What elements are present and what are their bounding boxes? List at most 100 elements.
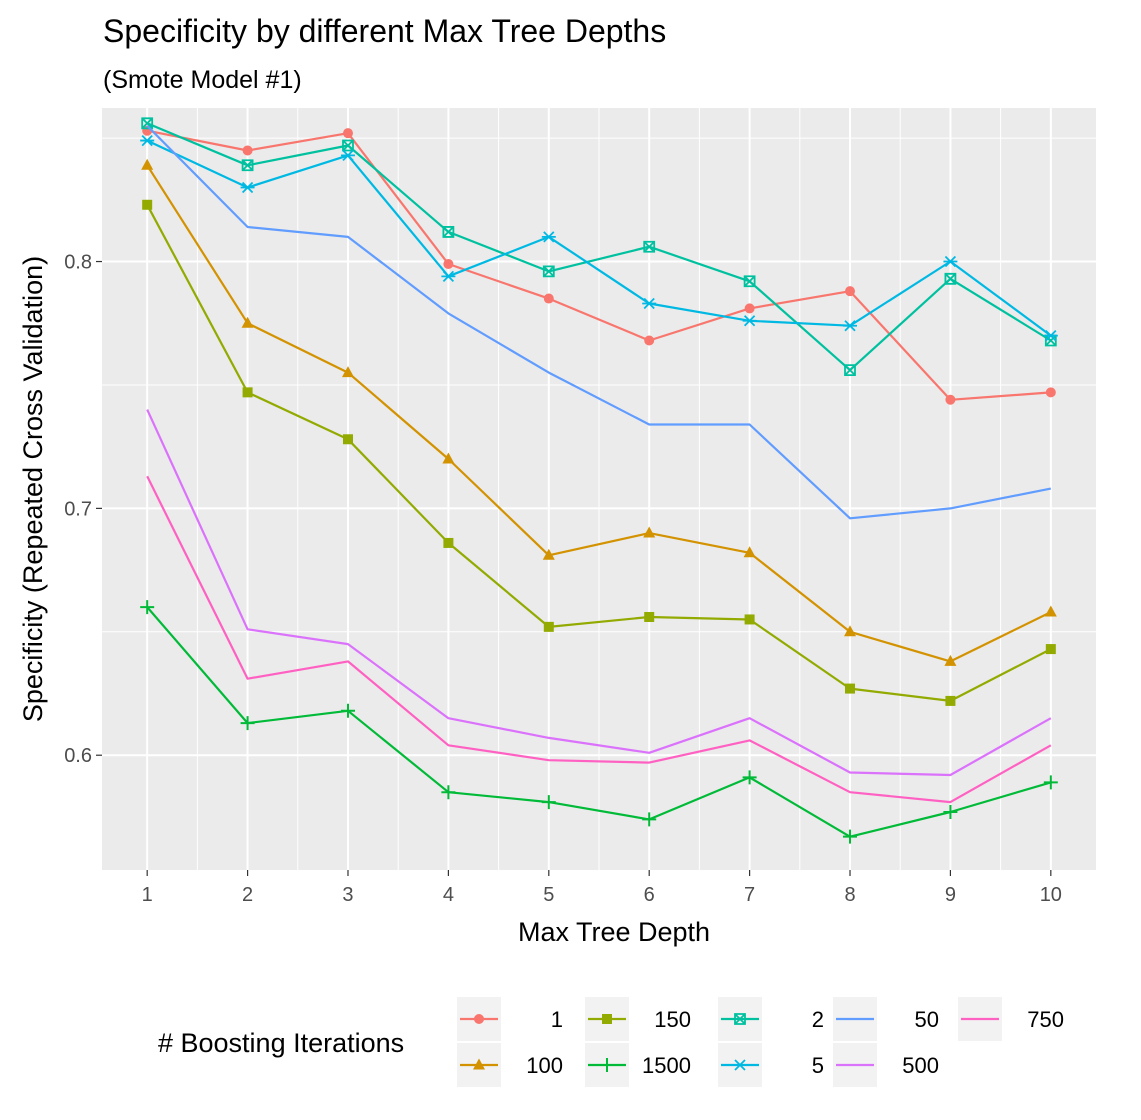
chart-subtitle: (Smote Model #1): [103, 66, 302, 94]
point-marker: [543, 293, 554, 304]
series-750: [146, 475, 1052, 804]
point-marker: [543, 621, 554, 632]
point-marker: [242, 145, 253, 156]
series-150: [142, 199, 1056, 706]
point-marker: [734, 1013, 746, 1025]
point-marker: [473, 1058, 485, 1070]
series-line: [146, 139, 1052, 337]
legend: # Boosting Iterations 1 100 150 1500 2 5 50 500…: [158, 997, 1064, 1087]
point-marker: [142, 199, 153, 210]
legend-label: 500: [902, 1053, 939, 1078]
x-tick-label: 3: [342, 884, 353, 906]
point-marker: [1043, 775, 1058, 790]
point-marker: [743, 275, 756, 288]
y-tick-label: 0.7: [64, 498, 92, 520]
series-500: [146, 409, 1052, 777]
x-tick-label: 10: [1040, 884, 1062, 906]
x-tick-label: 1: [142, 884, 153, 906]
series-layer: [140, 117, 1058, 844]
point-marker: [342, 434, 353, 445]
point-marker: [843, 320, 858, 332]
point-marker: [441, 785, 456, 800]
point-marker: [1043, 329, 1058, 342]
legend-item-1500: 1500: [585, 1043, 691, 1087]
y-tick-label: 0.8: [64, 252, 92, 274]
point-marker: [1044, 605, 1057, 617]
series-line: [146, 122, 1052, 372]
point-marker: [341, 366, 354, 378]
x-tick-label: 5: [543, 884, 554, 906]
legend-item-1: 1: [457, 997, 563, 1041]
point-marker: [944, 654, 957, 666]
legend-item-5: 5: [718, 1043, 824, 1087]
x-tick-label: 6: [644, 884, 655, 906]
point-marker: [733, 1059, 747, 1071]
point-marker: [342, 128, 353, 139]
x-tick-label: 4: [443, 884, 454, 906]
point-marker: [742, 770, 757, 785]
point-marker: [141, 158, 154, 170]
legend-label: 5: [812, 1053, 824, 1078]
legend-label: 50: [915, 1007, 939, 1032]
series-line: [146, 125, 1052, 520]
legend-label: 150: [654, 1007, 691, 1032]
series-line: [146, 475, 1052, 804]
point-marker: [340, 149, 355, 162]
point-marker: [240, 716, 255, 731]
point-marker: [644, 611, 655, 622]
point-marker: [541, 795, 556, 810]
series-5: [140, 134, 1058, 342]
legend-label: 100: [526, 1053, 563, 1078]
point-marker: [844, 625, 857, 637]
point-marker: [141, 117, 154, 130]
point-marker: [844, 364, 856, 377]
point-marker: [744, 303, 755, 314]
legend-label: 750: [1027, 1007, 1064, 1032]
point-marker: [241, 316, 254, 328]
point-marker: [642, 297, 657, 310]
series-line: [146, 129, 1051, 401]
legend-label: 1: [551, 1007, 563, 1032]
point-marker: [340, 703, 355, 718]
point-marker: [945, 394, 956, 405]
series-line: [146, 606, 1052, 838]
legend-item-2: 2: [718, 997, 824, 1041]
point-marker: [542, 548, 555, 560]
series-line: [146, 204, 1052, 703]
point-marker: [744, 614, 755, 625]
point-marker: [442, 226, 455, 238]
y-tick-label: 0.6: [64, 745, 92, 767]
series-2: [141, 117, 1057, 377]
series-1: [142, 125, 1056, 405]
point-marker: [474, 1014, 484, 1024]
point-marker: [441, 270, 456, 282]
legend-item-50: 50: [833, 997, 939, 1041]
chart-title: Specificity by different Max Tree Depths: [103, 13, 666, 49]
legend-item-100: 100: [457, 1043, 563, 1087]
point-marker: [541, 231, 556, 243]
series-1500: [140, 600, 1058, 844]
series-50: [146, 125, 1052, 520]
x-axis-label: Max Tree Depth: [518, 917, 710, 947]
legend-item-750: 750: [958, 997, 1064, 1041]
point-marker: [944, 272, 957, 285]
point-marker: [1045, 644, 1056, 655]
point-marker: [600, 1058, 614, 1072]
point-marker: [644, 335, 655, 346]
point-marker: [443, 537, 454, 548]
point-marker: [945, 695, 956, 706]
point-marker: [643, 240, 656, 253]
series-line: [146, 409, 1052, 777]
legend-title: # Boosting Iterations: [158, 1028, 404, 1058]
legend-item-500: 500: [833, 1043, 939, 1087]
point-marker: [643, 526, 656, 538]
point-marker: [140, 134, 155, 147]
point-marker: [843, 829, 858, 844]
x-tick-label: 8: [844, 884, 855, 906]
point-marker: [240, 181, 255, 194]
x-tick-label: 7: [744, 884, 755, 906]
point-marker: [140, 600, 155, 615]
x-tick-label: 9: [945, 884, 956, 906]
series-line: [146, 164, 1052, 663]
